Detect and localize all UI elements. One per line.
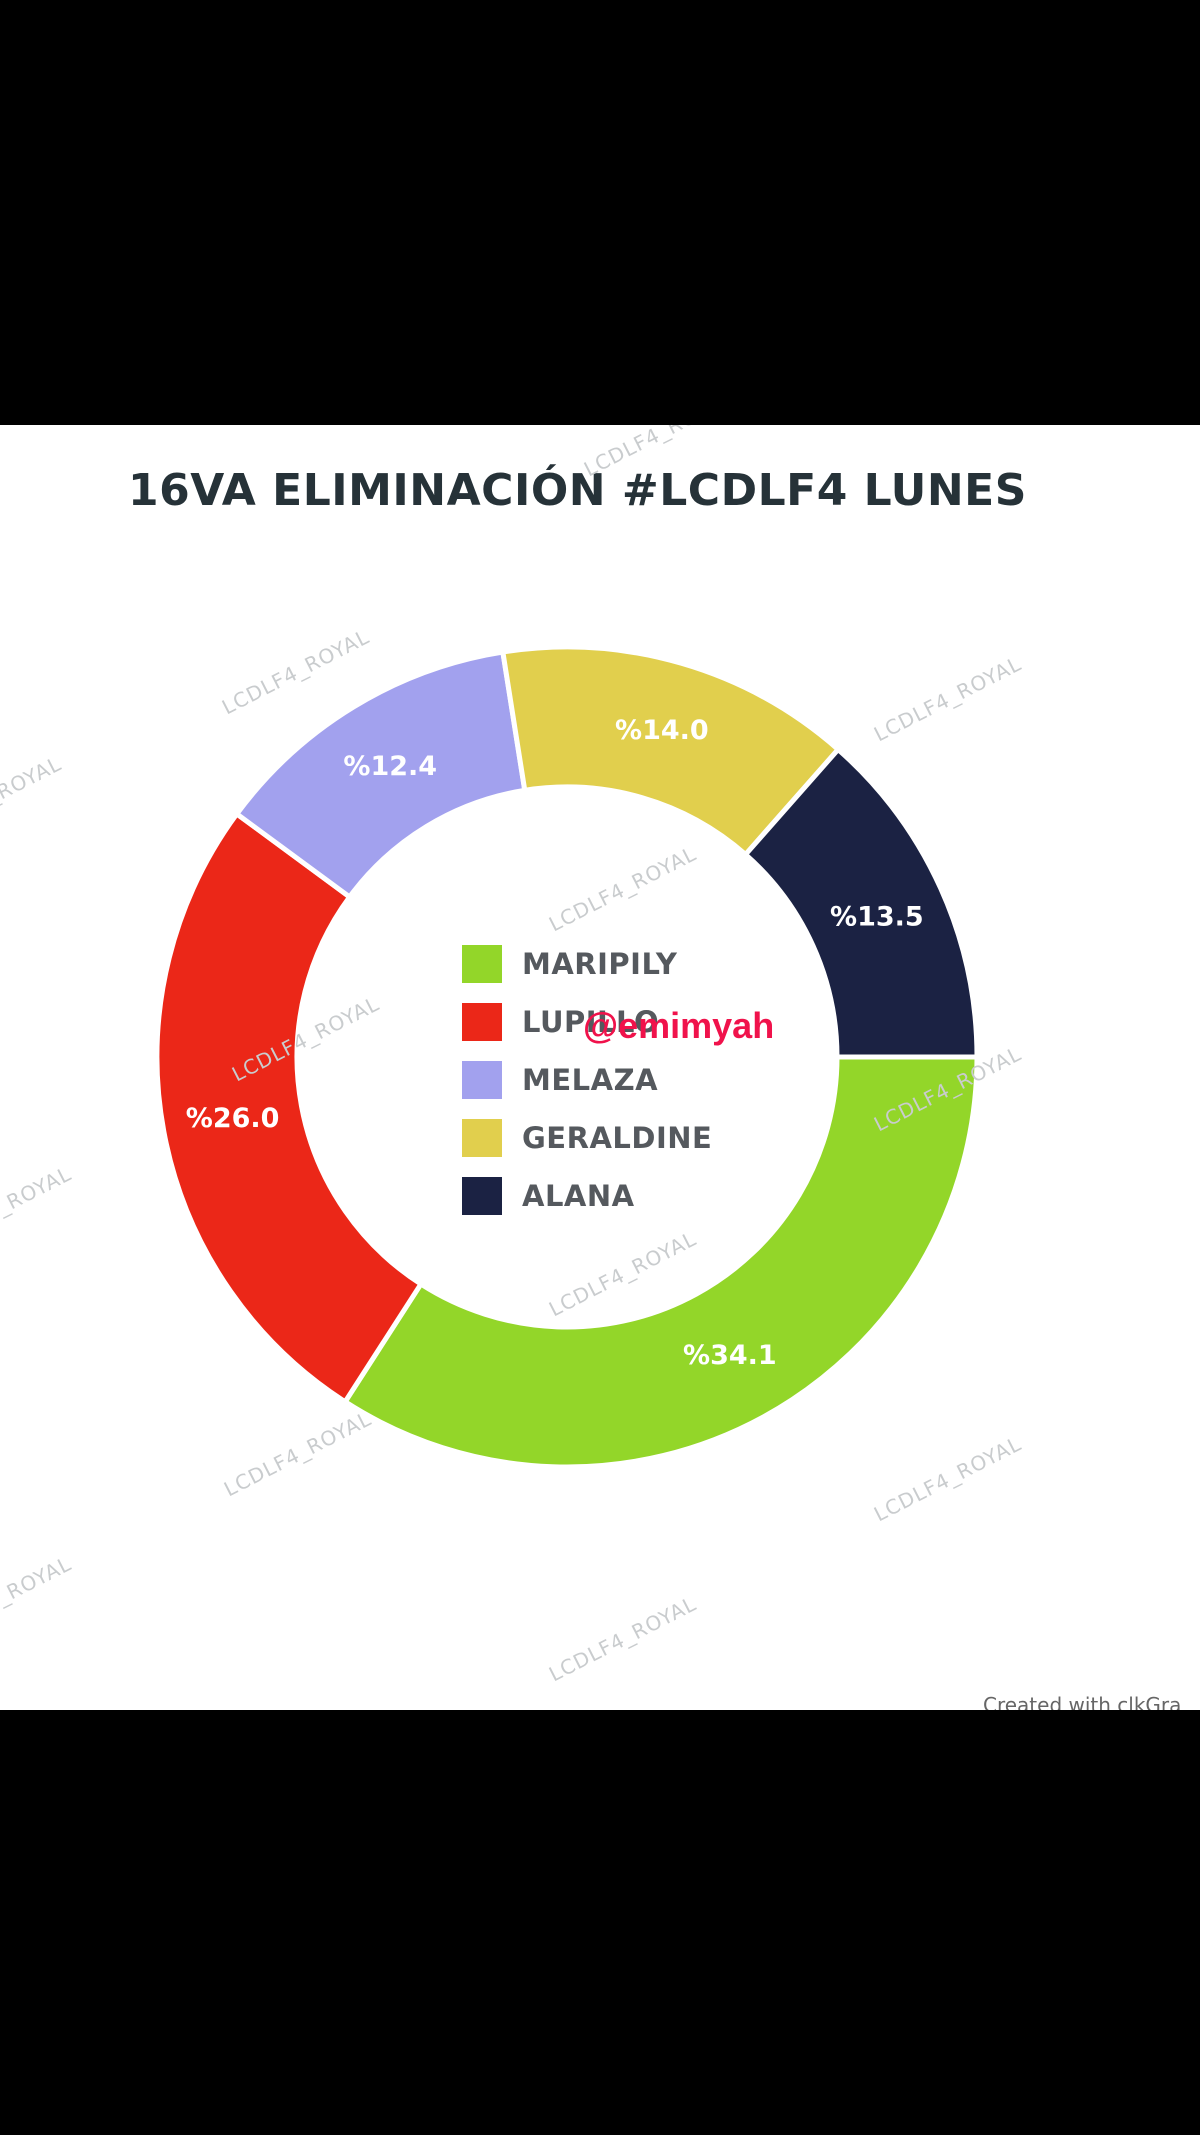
legend-label-maripily: MARIPILY — [522, 947, 678, 981]
chart-panel: 16VA ELIMINACIÓN #LCDLF4 LUNES %34.1 %26.… — [0, 425, 1200, 1710]
legend-label-alana: ALANA — [522, 1179, 635, 1213]
slice-lupillo — [154, 810, 425, 1406]
slice-label-melaza: %12.4 — [343, 751, 437, 782]
legend-item-alana: ALANA — [462, 1167, 712, 1225]
legend-swatch-geraldine — [462, 1119, 502, 1157]
chart-title: 16VA ELIMINACIÓN #LCDLF4 LUNES — [128, 465, 1027, 516]
slice-label-geraldine: %14.0 — [615, 715, 709, 746]
footer-credit: Created with clkGra — [983, 1693, 1182, 1710]
slice-label-lupillo: %26.0 — [186, 1103, 280, 1134]
legend-item-maripily: MARIPILY — [462, 935, 712, 993]
legend-swatch-melaza — [462, 1061, 502, 1099]
legend-item-geraldine: GERALDINE — [462, 1109, 712, 1167]
legend-swatch-alana — [462, 1177, 502, 1215]
legend-label-geraldine: GERALDINE — [522, 1121, 713, 1155]
slice-label-alana: %13.5 — [830, 902, 924, 933]
legend-swatch-maripily — [462, 945, 502, 983]
handle-overlay-text: @emimyah — [583, 1005, 775, 1046]
chart-legend: MARIPILY LUPILLO MELAZA GERALDINE ALANA — [462, 935, 712, 1225]
slice-maripily — [341, 1054, 980, 1470]
legend-item-lupillo: LUPILLO — [462, 993, 712, 1051]
legend-item-melaza: MELAZA — [462, 1051, 712, 1109]
donut-chart: %34.1 %26.0 %12.4 %14.0 %13.5 — [154, 644, 980, 1470]
legend-label-melaza: MELAZA — [522, 1063, 659, 1097]
slice-alana — [742, 745, 980, 1060]
legend-swatch-lupillo — [462, 1003, 502, 1041]
legend-label-lupillo: LUPILLO — [522, 1005, 660, 1039]
slice-label-maripily: %34.1 — [683, 1340, 777, 1371]
